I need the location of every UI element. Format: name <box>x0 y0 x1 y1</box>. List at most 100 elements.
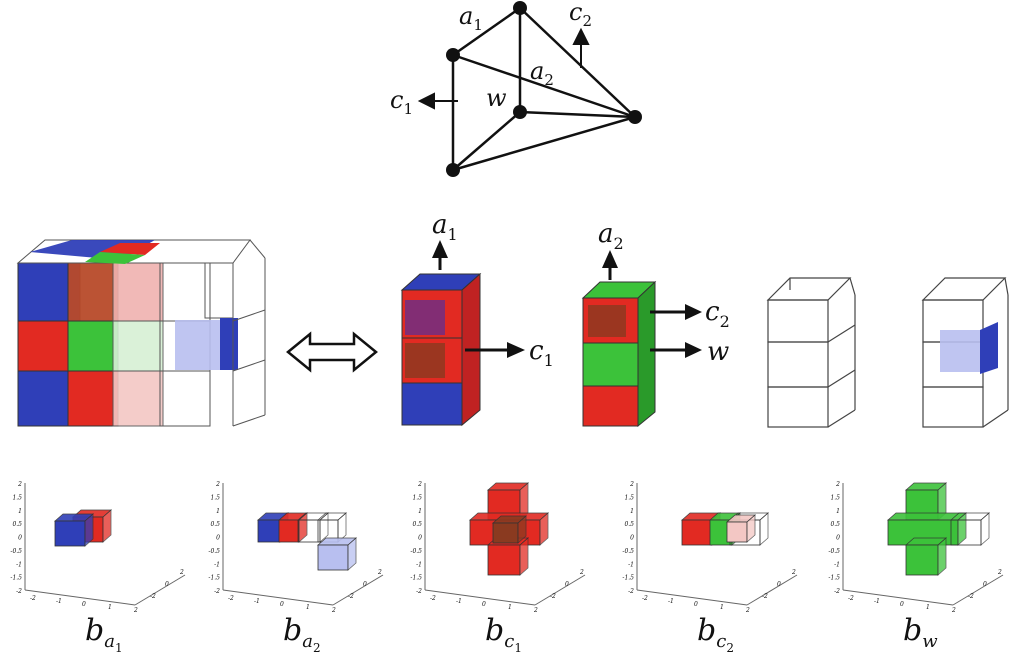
y-tick-label: -2 <box>968 593 974 600</box>
subplot-4: 2 1.5 1 0.5 0 -0.5 -1 -1.5 -2 -2 -1 0 1 2 -2 0 2 bc2 <box>622 481 798 655</box>
z-tick-label: -1 <box>628 561 634 568</box>
label-c1: c1 <box>529 336 554 370</box>
x-tick-label: 2 <box>951 607 956 614</box>
column-a2-c2-w: a2 c2 w <box>581 219 730 428</box>
x-tick-label: 0 <box>900 601 904 608</box>
voxel <box>317 544 349 571</box>
subplot-2: 2 1.5 1 0.5 0 -0.5 -1 -1.5 -2 -2 -1 0 1 2 -2 0 2 ba2 <box>208 481 384 655</box>
y-tick-label: 2 <box>997 569 1002 576</box>
node-upper-left <box>446 48 460 62</box>
subplot-5: 2 1.5 1 0.5 0 -0.5 -1 -1.5 -2 -2 -1 0 1 2 -2 0 2 bw <box>828 481 1004 652</box>
z-tick-label: -1.5 <box>10 575 22 582</box>
x-tick-label: -2 <box>430 595 436 602</box>
x-tick-label: 0 <box>82 601 86 608</box>
y-tick-label: 2 <box>377 569 382 576</box>
z-tick-label: 0.5 <box>210 521 220 528</box>
graph-label-a1: a1 <box>459 2 483 34</box>
x-tick-label: -2 <box>228 595 234 602</box>
z-tick-label: 0 <box>836 535 840 542</box>
y-tick-label: 2 <box>791 569 796 576</box>
z-tick-label: 1.5 <box>412 494 422 501</box>
x-tick-label: 0 <box>280 601 284 608</box>
z-tick-label: -0.5 <box>208 548 220 555</box>
subplot-3: 2 1.5 1 0.5 0 -0.5 -1 -1.5 -2 -2 -1 0 1 2 -2 0 2 bc1 <box>410 481 586 655</box>
z-tick-label: -1 <box>214 561 220 568</box>
z-tick-label: -1.5 <box>208 575 220 582</box>
x-tick-label: 0 <box>482 601 486 608</box>
z-tick-label: 1 <box>216 508 220 515</box>
z-tick-label: 0.5 <box>624 521 634 528</box>
z-tick-label: -2 <box>628 588 634 595</box>
z-tick-label: 2 <box>629 481 634 488</box>
z-tick-label: 1.5 <box>210 494 220 501</box>
x-tick-label: -1 <box>668 598 674 605</box>
voxel <box>681 519 713 546</box>
z-tick-label: 2 <box>17 481 22 488</box>
y-tick-label: 0 <box>363 581 367 588</box>
z-tick-label: 1 <box>418 508 422 515</box>
graph-label-w: w <box>486 84 507 112</box>
y-tick-label: -2 <box>762 593 768 600</box>
caption-5: bw <box>903 613 938 652</box>
z-tick-label: 0.5 <box>830 521 840 528</box>
z-tick-label: 1.5 <box>624 494 634 501</box>
subplot-1: 2 1.5 1 0.5 0 -0.5 -1 -1.5 -2 -2 -1 0 1 2 -2 0 2 ba1 <box>10 481 186 655</box>
graph-label-c2: c2 <box>569 0 592 30</box>
x-tick-label: -1 <box>254 598 260 605</box>
empty-wireframe-column <box>766 277 856 428</box>
y-tick-label: 0 <box>983 581 987 588</box>
z-tick-label: -0.5 <box>10 548 22 555</box>
x-tick-label: 1 <box>720 604 724 611</box>
x-tick-label: 2 <box>331 607 336 614</box>
y-tick-label: -2 <box>150 593 156 600</box>
bottom-row: 2 1.5 1 0.5 0 -0.5 -1 -1.5 -2 -2 -1 0 1 2 -2 0 2 ba1 2 1.5 1… <box>10 481 1004 655</box>
z-tick-label: 2 <box>215 481 220 488</box>
z-tick-label: 0 <box>18 535 22 542</box>
node-right <box>628 110 642 124</box>
x-tick-label: 1 <box>306 604 310 611</box>
y-tick-label: 0 <box>777 581 781 588</box>
z-tick-label: -1.5 <box>828 575 840 582</box>
z-tick-label: -1 <box>834 561 840 568</box>
z-tick-label: 0 <box>418 535 422 542</box>
y-tick-label: 2 <box>179 569 184 576</box>
z-tick-label: 1.5 <box>830 494 840 501</box>
graph-edges <box>451 6 636 172</box>
wireframe-column-blue <box>921 277 1009 428</box>
caption-1: ba1 <box>85 613 123 655</box>
z-tick-label: -0.5 <box>410 548 422 555</box>
caption-4: bc2 <box>697 613 734 655</box>
node-center <box>513 105 527 119</box>
z-tick-label: -1.5 <box>622 575 634 582</box>
x-tick-label: 1 <box>508 604 512 611</box>
voxel <box>492 522 519 544</box>
z-tick-label: -1.5 <box>410 575 422 582</box>
voxel <box>278 519 300 543</box>
graph-arrows <box>417 27 590 110</box>
node-bottom-left <box>446 163 460 177</box>
x-tick-label: 2 <box>533 607 538 614</box>
full-cube-grid <box>16 239 266 427</box>
label-c2: c2 <box>705 297 730 331</box>
x-tick-label: -2 <box>642 595 648 602</box>
z-tick-label: -0.5 <box>622 548 634 555</box>
z-tick-label: 0 <box>216 535 220 542</box>
voxel <box>54 520 86 547</box>
column-a1-c1: a1 c1 <box>400 210 554 427</box>
y-tick-label: 2 <box>579 569 584 576</box>
graph-nodes <box>446 1 642 177</box>
z-tick-label: 1 <box>630 508 634 515</box>
z-tick-label: -1 <box>16 561 22 568</box>
x-tick-label: 1 <box>926 604 930 611</box>
z-tick-label: -0.5 <box>828 548 840 555</box>
x-tick-label: 2 <box>133 607 138 614</box>
x-tick-label: 1 <box>108 604 112 611</box>
voxel <box>726 521 748 543</box>
label-w: w <box>707 337 729 367</box>
x-tick-label: -2 <box>30 595 36 602</box>
x-tick-label: 2 <box>745 607 750 614</box>
z-tick-label: 1 <box>836 508 840 515</box>
voxel <box>257 519 281 543</box>
middle-row: a1 c1 a2 c2 w <box>16 210 1009 428</box>
z-tick-label: 0 <box>630 535 634 542</box>
